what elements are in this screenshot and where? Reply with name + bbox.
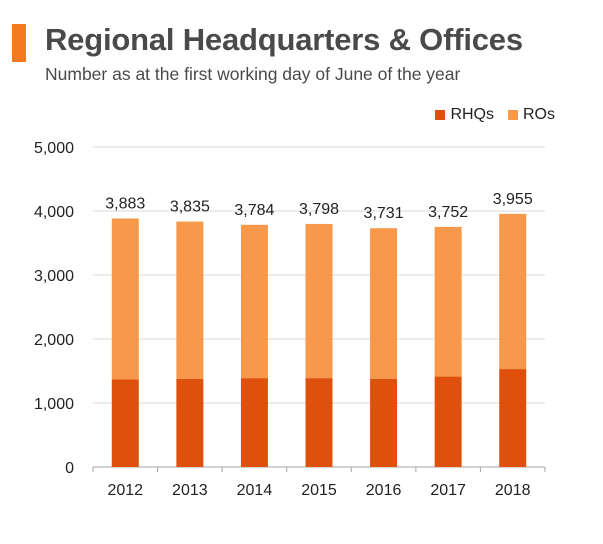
x-tick-label: 2015 (301, 482, 337, 499)
bar-rhqs-2013 (176, 378, 204, 467)
bar-ros-2014 (240, 224, 268, 379)
x-tick-label: 2016 (366, 482, 402, 499)
total-data-label: 3,955 (493, 191, 533, 208)
total-data-label: 3,835 (170, 199, 210, 216)
y-tick-label: 5,000 (34, 140, 74, 157)
bar-ros-2015 (305, 223, 333, 379)
bar-rhqs-2012 (111, 379, 139, 467)
bar-rhqs-2016 (370, 378, 398, 467)
legend-label-rhqs: RHQs (450, 106, 494, 123)
x-tick-label: 2014 (237, 482, 273, 499)
legend-label-ros: ROs (523, 106, 555, 123)
title-accent-bar (12, 24, 26, 62)
legend-swatch-rhqs (435, 110, 446, 120)
bar-ros-2012 (111, 218, 139, 380)
bar-rhqs-2015 (305, 378, 333, 467)
legend-item-rhqs: RHQs (435, 106, 494, 124)
chart-subtitle: Number as at the first working day of Ju… (45, 64, 461, 84)
legend-swatch-ros (508, 110, 518, 120)
x-tick-label: 2017 (430, 482, 466, 499)
x-tick-label: 2013 (172, 482, 208, 499)
bar-rhqs-2014 (240, 378, 268, 467)
bar-ros-2017 (434, 226, 462, 377)
total-data-label: 3,752 (428, 204, 468, 221)
total-data-label: 3,784 (234, 202, 274, 219)
y-tick-label: 4,000 (34, 204, 74, 221)
bar-ros-2018 (499, 213, 527, 370)
legend-item-ros: ROs (508, 106, 555, 124)
y-tick-label: 1,000 (34, 396, 74, 413)
y-tick-label: 3,000 (34, 268, 74, 285)
bar-ros-2016 (370, 228, 398, 379)
x-tick-label: 2012 (107, 482, 143, 499)
y-tick-label: 0 (65, 460, 74, 477)
total-data-label: 3,883 (105, 195, 145, 212)
bar-rhqs-2018 (499, 369, 527, 467)
chart-title: Regional Headquarters & Offices (45, 22, 523, 57)
legend: RHQs ROs (435, 106, 555, 124)
x-tick-label: 2018 (495, 482, 531, 499)
total-data-label: 3,731 (364, 205, 404, 222)
y-tick-label: 2,000 (34, 332, 74, 349)
bar-rhqs-2017 (434, 376, 462, 467)
total-data-label: 3,798 (299, 201, 339, 218)
bar-ros-2013 (176, 221, 204, 379)
